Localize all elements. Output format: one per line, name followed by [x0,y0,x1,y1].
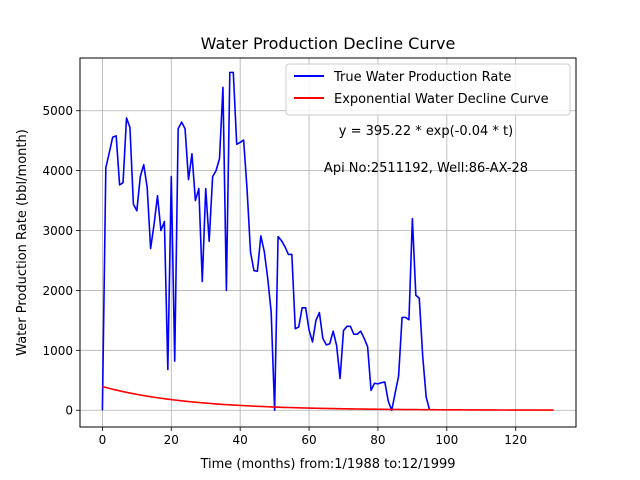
x-axis-label: Time (months) from:1/1988 to:12/1999 [199,457,455,472]
y-axis-label: Water Production Rate (bbl/month) [15,129,30,356]
y-tick-label: 0 [65,404,73,418]
well-info-annotation: Api No:2511192, Well:86-AX-28 [324,161,528,176]
y-tick-label: 4000 [42,164,73,178]
x-tick-label: 40 [233,433,248,447]
axis-ticks: 0 20 40 60 80 100 120 0 1000 2000 3000 4000 5000 [42,104,527,447]
fit-equation-annotation: y = 395.22 * exp(-0.04 * t) [339,124,513,139]
true-water-rate-line [101,71,431,412]
series-layer [101,71,554,412]
y-tick-label: 1000 [42,344,73,358]
plot-frame [79,57,577,428]
exponential-decline-line [102,385,554,411]
x-tick-label: 100 [435,433,458,447]
y-tick-label: 2000 [42,284,73,298]
x-tick-label: 80 [370,433,385,447]
chart-title: Water Production Decline Curve [201,34,456,53]
y-tick-label: 3000 [42,224,73,238]
y-tick-label: 5000 [42,104,73,118]
x-tick-label: 120 [504,433,527,447]
legend-label-exp-curve: Exponential Water Decline Curve [334,92,549,107]
legend-box [285,63,571,116]
legend: True Water Production Rate Exponential W… [285,63,571,116]
x-tick-label: 20 [164,433,179,447]
legend-label-true-rate: True Water Production Rate [333,70,511,85]
x-tick-label: 60 [301,433,316,447]
x-tick-label: 0 [99,433,107,447]
